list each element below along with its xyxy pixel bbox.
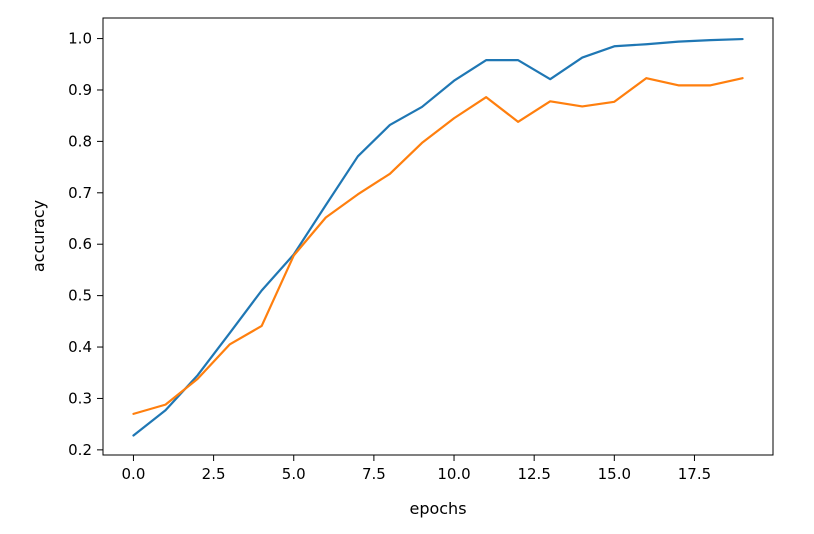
series-layer: [132, 37, 744, 437]
y-tick-label: 0.6: [68, 235, 92, 253]
y-tick-label: 0.3: [68, 389, 92, 407]
x-tick-label: 17.5: [678, 465, 711, 483]
x-tick-label: 0.0: [122, 465, 146, 483]
x-tick-label: 15.0: [598, 465, 631, 483]
x-axis-label: epochs: [409, 499, 466, 518]
y-tick-label: 0.8: [68, 132, 92, 150]
series-line-2: [132, 77, 744, 415]
x-tick-label: 5.0: [282, 465, 306, 483]
y-tick-label: 0.9: [68, 81, 92, 99]
y-axis: 0.2 0.3 0.4 0.5 0.6 0.7 0.8 0.9 1.0: [68, 30, 103, 459]
series-line-1: [132, 37, 744, 437]
y-tick-label: 0.4: [68, 338, 92, 356]
x-tick-label: 7.5: [362, 465, 386, 483]
y-tick-label: 1.0: [68, 30, 92, 48]
x-tick-label: 2.5: [202, 465, 226, 483]
x-tick-label: 10.0: [437, 465, 470, 483]
x-axis: 0.0 2.5 5.0 7.5 10.0 12.5 15.0 17.5: [122, 455, 711, 483]
x-tick-label: 12.5: [517, 465, 550, 483]
y-tick-label: 0.2: [68, 441, 92, 459]
y-tick-label: 0.7: [68, 184, 92, 202]
y-tick-label: 0.5: [68, 287, 92, 305]
y-axis-label: accuracy: [29, 200, 48, 272]
plot-frame: [102, 17, 774, 456]
